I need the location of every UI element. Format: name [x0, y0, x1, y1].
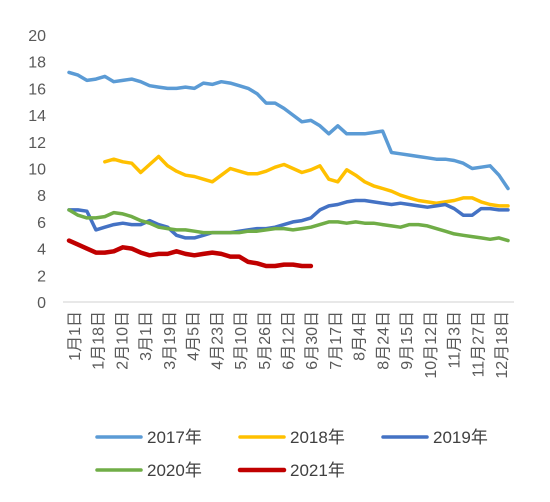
legend-label: 2020年 [147, 461, 202, 480]
legend-item: 2019年 [381, 428, 488, 447]
x-tick-label: 9月15日 [399, 311, 416, 370]
legend-item: 2018年 [238, 428, 345, 447]
x-tick-label: 10月12日 [423, 311, 440, 379]
legend: 2017年 2018年 2019年 2020年 2021年 [95, 428, 488, 480]
series-line-1 [67, 70, 510, 191]
x-tick-label: 5月26日 [257, 311, 274, 370]
x-tick-label: 5月10日 [233, 311, 250, 370]
x-tick-label: 4月23日 [209, 311, 226, 370]
x-tick-label: 12月18日 [494, 311, 511, 379]
legend-item: 2017年 [95, 428, 202, 447]
x-tick-label: 3月1日 [138, 311, 155, 361]
legend-item: 2020年 [95, 461, 202, 480]
y-axis: 0 2 4 6 8 10 12 14 16 18 20 [28, 28, 46, 312]
plot-area [66, 70, 510, 269]
legend-label: 2021年 [290, 461, 345, 480]
series-line-5 [66, 238, 314, 269]
legend-label: 2019年 [433, 428, 488, 447]
y-tick-label: 8 [37, 188, 46, 205]
y-tick-label: 0 [37, 295, 46, 312]
x-tick-label: 11月27日 [470, 311, 487, 377]
y-tick-label: 10 [28, 162, 46, 179]
series-line-2 [103, 154, 510, 208]
x-tick-label: 4月5日 [186, 311, 203, 361]
x-tick-label: 1月1日 [67, 311, 84, 361]
y-tick-label: 18 [28, 55, 46, 72]
x-tick-label: 8月4日 [352, 311, 369, 361]
legend-item: 2021年 [237, 461, 345, 480]
y-tick-label: 6 [37, 215, 46, 232]
x-tick-label: 7月17日 [328, 311, 345, 370]
y-tick-label: 2 [37, 268, 46, 285]
y-tick-label: 12 [28, 135, 46, 152]
x-tick-label: 6月30日 [304, 311, 321, 370]
y-tick-label: 4 [37, 242, 46, 259]
legend-label: 2018年 [290, 428, 345, 447]
y-tick-label: 16 [28, 81, 46, 98]
series-line-4 [67, 208, 510, 243]
x-axis: 1月1日 1月18日 2月10日 3月1日 3月19日 4月5日 4月23日 5月10日 5月2… [63, 301, 514, 379]
y-tick-label: 14 [28, 108, 46, 125]
x-tick-label: 11月3日 [447, 311, 464, 369]
x-tick-label: 2月10日 [114, 311, 131, 370]
x-tick-label: 8月24日 [375, 311, 392, 370]
series-line-3 [67, 198, 510, 240]
legend-label: 2017年 [147, 428, 202, 447]
x-tick-label: 3月19日 [162, 311, 179, 370]
x-tick-label: 6月12日 [281, 311, 298, 370]
x-tick-label: 1月18日 [91, 311, 108, 370]
y-tick-label: 20 [28, 28, 46, 45]
